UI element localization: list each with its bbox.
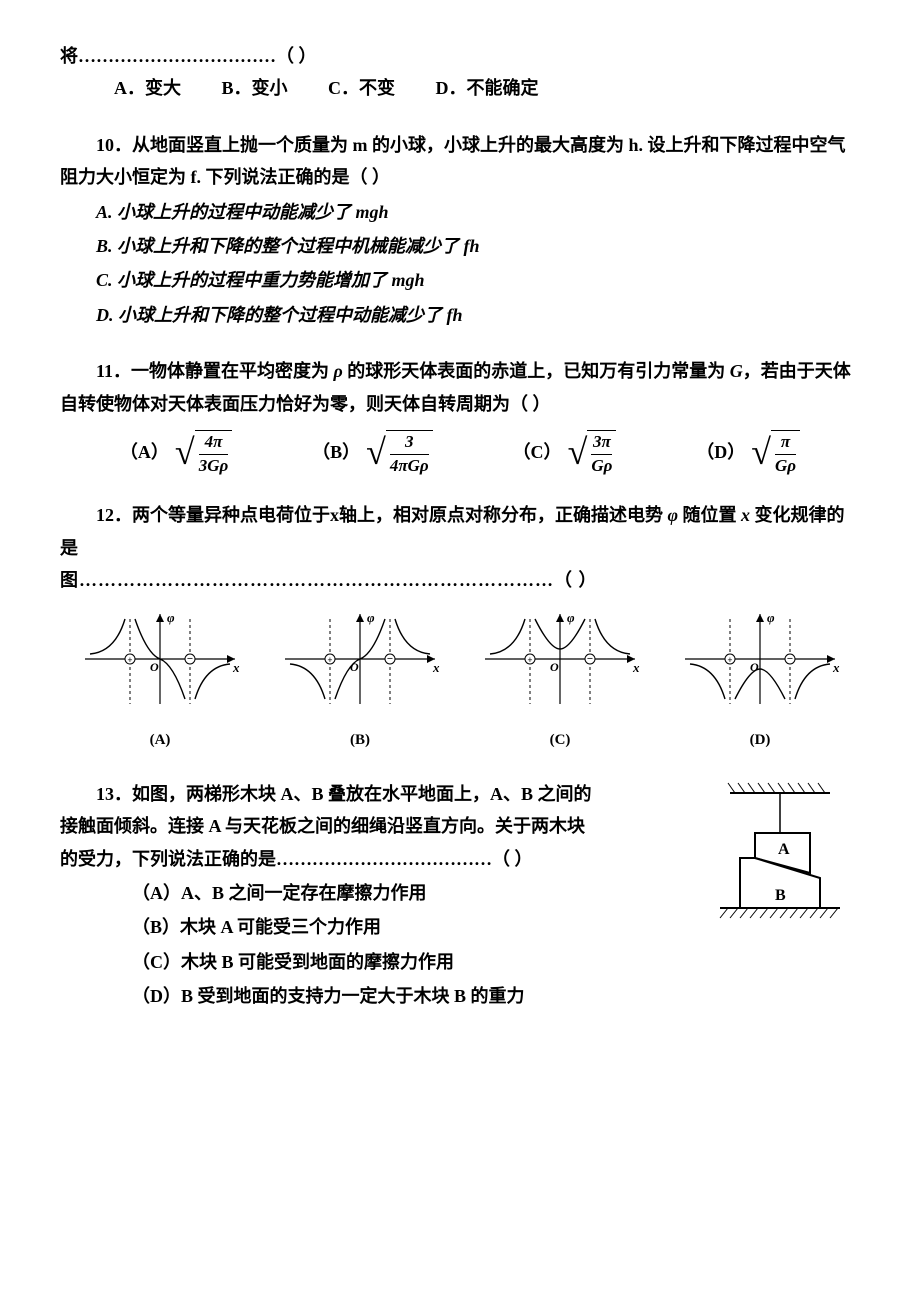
x-symbol: x	[741, 505, 750, 525]
svg-text:x: x	[632, 660, 640, 675]
svg-text:−: −	[387, 653, 393, 665]
q9-opt-a: A．变大	[114, 78, 181, 98]
q11-c-num: 3π	[593, 433, 611, 452]
q11-b-num: 3	[405, 433, 414, 452]
question-10: 10．从地面竖直上抛一个质量为 m 的小球，小球上升的最大高度为 h. 设上升和…	[60, 129, 860, 331]
q11-opt-d: （D） √ π Gρ	[696, 430, 800, 475]
q9-tail: 将……………………………（ ）	[60, 40, 860, 72]
sqrt-icon: √ 3π Gρ	[568, 430, 617, 475]
q10-opt-b: B. 小球上升和下降的整个过程中机械能减少了 fh	[96, 230, 860, 262]
rho-symbol: ρ	[334, 361, 343, 381]
sqrt-icon: √ 3 4πGρ	[366, 430, 433, 475]
question-11: 11．一物体静置在平均密度为 ρ 的球形天体表面的赤道上，已知万有引力常量为 G…	[60, 355, 860, 475]
q13-stem: 13．如图，两梯形木块 A、B 叠放在水平地面上，A、B 之间的接触面倾斜。连接…	[60, 778, 600, 875]
sqrt-icon: √ 4π 3Gρ	[175, 430, 232, 475]
q12-graph-d-label: (D)	[675, 727, 845, 754]
svg-text:+: +	[127, 655, 132, 665]
q12-stem-pre: 12．两个等量异种点电荷位于x轴上，相对原点对称分布，正确描述电势	[96, 505, 668, 525]
q11-opt-c: （C） √ 3π Gρ	[513, 430, 617, 475]
svg-text:+: +	[727, 655, 732, 665]
q11-label-c: （C）	[513, 436, 562, 468]
q12-graph-d: + − φ x O (D)	[675, 604, 845, 753]
q12-graph-b: + − φ x O (B)	[275, 604, 445, 753]
svg-text:−: −	[787, 653, 793, 665]
potential-graph-a-icon: + − φ x O	[75, 604, 245, 714]
q13-figure: A B	[700, 778, 850, 948]
q12-graph-c-label: (C)	[475, 727, 645, 754]
svg-text:O: O	[750, 660, 759, 674]
q11-a-den: 3Gρ	[199, 457, 229, 476]
svg-text:x: x	[832, 660, 840, 675]
svg-text:φ: φ	[167, 610, 175, 625]
svg-text:φ: φ	[767, 610, 775, 625]
q11-label-b: （B）	[312, 436, 360, 468]
q12-stem-mid: 随位置	[678, 505, 741, 525]
svg-text:+: +	[527, 655, 532, 665]
svg-text:φ: φ	[367, 610, 375, 625]
block-b-label: B	[775, 887, 786, 904]
q12-graph-a-label: (A)	[75, 727, 245, 754]
q12-graph-c: + − φ x O (C)	[475, 604, 645, 753]
q12-graph-a: + − φ x O (A)	[75, 604, 245, 753]
q11-d-den: Gρ	[775, 457, 796, 476]
q9-options: A．变大 B．变小 C．不变 D．不能确定	[60, 72, 860, 104]
q11-label-a: （A）	[120, 436, 169, 468]
svg-text:+: +	[327, 655, 332, 665]
block-a-label: A	[778, 841, 790, 858]
q10-opt-d: D. 小球上升和下降的整个过程中动能减少了 fh	[96, 299, 860, 331]
q10-stem: 10．从地面竖直上抛一个质量为 m 的小球，小球上升的最大高度为 h. 设上升和…	[60, 129, 860, 194]
q13-opt-b: （B）木块 A 可能受三个力作用	[132, 911, 600, 943]
q13-opt-a: （A）A、B 之间一定存在摩擦力作用	[132, 877, 600, 909]
q13-opt-d: （D）B 受到地面的支持力一定大于木块 B 的重力	[132, 980, 600, 1012]
q10-opt-a: A. 小球上升的过程中动能减少了 mgh	[96, 196, 860, 228]
q11-c-den: Gρ	[591, 457, 612, 476]
svg-text:φ: φ	[567, 610, 575, 625]
svg-text:O: O	[350, 660, 359, 674]
question-12: 12．两个等量异种点电荷位于x轴上，相对原点对称分布，正确描述电势 φ 随位置 …	[60, 499, 860, 754]
q11-opt-b: （B） √ 3 4πGρ	[312, 430, 433, 475]
q11-label-d: （D）	[696, 436, 745, 468]
potential-graph-c-icon: + − φ x O	[475, 604, 645, 714]
q9-opt-c: C．不变	[328, 78, 395, 98]
svg-text:x: x	[432, 660, 440, 675]
svg-text:O: O	[550, 660, 559, 674]
blocks-diagram-icon: A B	[700, 778, 850, 938]
q12-stem: 12．两个等量异种点电荷位于x轴上，相对原点对称分布，正确描述电势 φ 随位置 …	[60, 499, 860, 564]
q9-opt-d: D．不能确定	[436, 78, 539, 98]
svg-text:O: O	[150, 660, 159, 674]
q12-graph-b-label: (B)	[275, 727, 445, 754]
q11-opt-a: （A） √ 4π 3Gρ	[120, 430, 232, 475]
q10-opt-c: C. 小球上升的过程中重力势能增加了 mgh	[96, 264, 860, 296]
q11-stem-pre: 11．一物体静置在平均密度为	[96, 361, 334, 381]
q9-opt-b: B．变小	[222, 78, 288, 98]
q11-stem: 11．一物体静置在平均密度为 ρ 的球形天体表面的赤道上，已知万有引力常量为 G…	[60, 355, 860, 420]
question-13: 13．如图，两梯形木块 A、B 叠放在水平地面上，A、B 之间的接触面倾斜。连接…	[60, 778, 860, 1013]
q11-a-num: 4π	[205, 433, 223, 452]
svg-text:−: −	[587, 653, 593, 665]
q13-opt-c: （C）木块 B 可能受到地面的摩擦力作用	[132, 946, 600, 978]
q11-b-den: 4πGρ	[390, 457, 429, 476]
potential-graph-b-icon: + − φ x O	[275, 604, 445, 714]
svg-text:x: x	[232, 660, 240, 675]
sqrt-icon: √ π Gρ	[751, 430, 800, 475]
phi-symbol: φ	[668, 505, 679, 525]
q12-graphs: + − φ x O (A) + −	[60, 604, 860, 753]
question-9: 将……………………………（ ） A．变大 B．变小 C．不变 D．不能确定	[60, 40, 860, 105]
potential-graph-d-icon: + − φ x O	[675, 604, 845, 714]
q10-options: A. 小球上升的过程中动能减少了 mgh B. 小球上升和下降的整个过程中机械能…	[60, 196, 860, 332]
g-symbol: G	[730, 361, 743, 381]
q13-options: （A）A、B 之间一定存在摩擦力作用 （B）木块 A 可能受三个力作用 （C）木…	[60, 877, 600, 1013]
svg-text:−: −	[187, 653, 193, 665]
q12-line2: 图…………………………………………………………………（ ）	[60, 564, 860, 596]
q11-d-num: π	[781, 433, 790, 452]
q11-stem-mid: 的球形天体表面的赤道上，已知万有引力常量为	[343, 361, 730, 381]
q11-formulas: （A） √ 4π 3Gρ （B） √ 3 4πGρ	[60, 430, 860, 475]
